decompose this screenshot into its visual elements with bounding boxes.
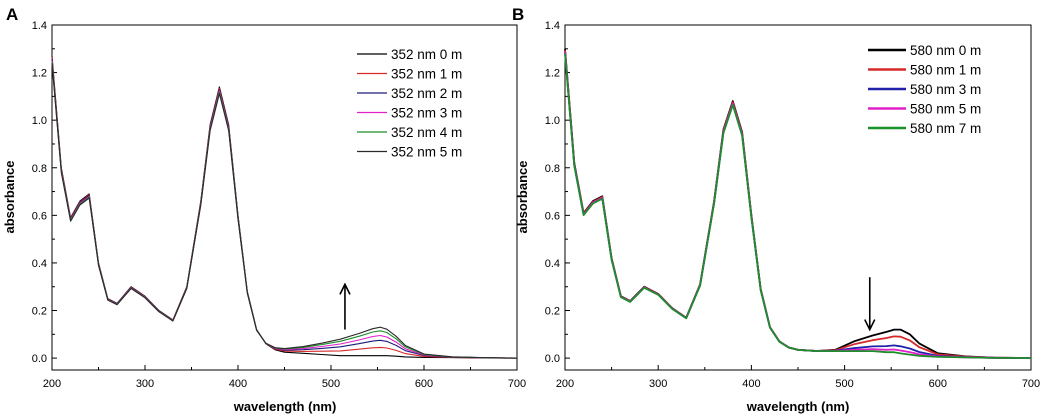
y-tick-label: 1.0 bbox=[545, 115, 560, 127]
panel-a-x-axis-label: wavelength (nm) bbox=[233, 399, 337, 414]
legend-label-5: 352 nm 5 m bbox=[391, 145, 462, 160]
panel-b-legend: 580 nm 0 m 580 nm 1 m 580 nm 3 m 580 nm 5 m… bbox=[868, 43, 981, 136]
y-tick-label: 1.2 bbox=[545, 68, 560, 80]
series-line-1 bbox=[51, 57, 518, 359]
arrow-head bbox=[339, 282, 351, 295]
y-tick-label: 1.4 bbox=[32, 20, 47, 32]
panel-a-ticks: 200 300 400 500 600 700 0.0 0.2 0.4 0.6 0.8 1.0 1.2 1… bbox=[32, 20, 526, 390]
legend-label-1: 580 nm 1 m bbox=[910, 63, 981, 78]
x-tick-label: 600 bbox=[415, 378, 433, 390]
y-tick-label: 0.8 bbox=[545, 163, 560, 175]
y-tick-label: 0.8 bbox=[32, 163, 47, 175]
panel-a-legend: 352 nm 0 m 352 nm 1 m 352 nm 2 m 352 nm 3 m… bbox=[357, 47, 462, 160]
panel-a-series bbox=[51, 55, 518, 359]
y-tick-label: 1.2 bbox=[32, 68, 47, 80]
y-tick-label: 0.6 bbox=[32, 210, 47, 222]
x-tick-label: 200 bbox=[43, 378, 61, 390]
y-tick-label: 0.2 bbox=[32, 306, 47, 318]
panel-b-series bbox=[564, 48, 1032, 359]
panel-b-y-axis-label: absorbance bbox=[515, 161, 530, 234]
legend-label-3: 352 nm 3 m bbox=[391, 106, 462, 121]
panel-b-x-axis-label: wavelength (nm) bbox=[746, 399, 850, 414]
panel-b-label: B bbox=[512, 5, 524, 24]
legend-label-4: 352 nm 4 m bbox=[391, 125, 462, 140]
series-line-2 bbox=[564, 51, 1032, 359]
panel-a: A absorbance wavelength (nm) 200 300 400 50… bbox=[2, 5, 526, 414]
arrow-head bbox=[864, 319, 876, 332]
x-tick-label: 200 bbox=[556, 378, 574, 390]
y-tick-label: 1.0 bbox=[32, 115, 47, 127]
panel-a-y-axis-label: absorbance bbox=[2, 161, 17, 234]
y-tick-label: 0.4 bbox=[545, 258, 560, 270]
panel-a-label: A bbox=[6, 5, 18, 24]
y-tick-label: 0.2 bbox=[545, 306, 560, 318]
x-tick-label: 500 bbox=[835, 378, 853, 390]
x-tick-label: 700 bbox=[508, 378, 526, 390]
x-tick-label: 300 bbox=[649, 378, 667, 390]
legend-label-3: 580 nm 5 m bbox=[910, 102, 981, 117]
x-tick-label: 600 bbox=[929, 378, 947, 390]
panel-b: B absorbance wavelength (nm) 200 300 400 50… bbox=[512, 5, 1040, 414]
panel-b-annotation bbox=[864, 277, 876, 332]
y-tick-label: 0.6 bbox=[545, 210, 560, 222]
legend-label-4: 580 nm 7 m bbox=[910, 121, 981, 136]
panel-b-ticks: 200 300 400 500 600 700 0.0 0.2 0.4 0.6 0.8 1.0 1.2 1… bbox=[545, 20, 1040, 390]
legend-label-0: 352 nm 0 m bbox=[391, 47, 462, 62]
x-tick-label: 700 bbox=[1022, 378, 1040, 390]
series-line-3 bbox=[564, 51, 1032, 359]
y-tick-label: 1.4 bbox=[545, 20, 560, 32]
series-line-4 bbox=[564, 53, 1032, 359]
y-tick-label: 0.0 bbox=[32, 353, 47, 365]
series-line-2 bbox=[51, 58, 518, 359]
series-line-5 bbox=[51, 63, 518, 359]
x-tick-label: 400 bbox=[742, 378, 760, 390]
x-tick-label: 400 bbox=[229, 378, 247, 390]
legend-label-1: 352 nm 1 m bbox=[391, 67, 462, 82]
x-tick-label: 300 bbox=[136, 378, 154, 390]
series-line-0 bbox=[51, 55, 518, 359]
y-tick-label: 0.4 bbox=[32, 258, 47, 270]
y-tick-label: 0.0 bbox=[545, 353, 560, 365]
legend-label-2: 352 nm 2 m bbox=[391, 86, 462, 101]
legend-label-0: 580 nm 0 m bbox=[910, 43, 981, 58]
legend-label-2: 580 nm 3 m bbox=[910, 82, 981, 97]
panel-a-annotation bbox=[339, 282, 351, 330]
x-tick-label: 500 bbox=[322, 378, 340, 390]
